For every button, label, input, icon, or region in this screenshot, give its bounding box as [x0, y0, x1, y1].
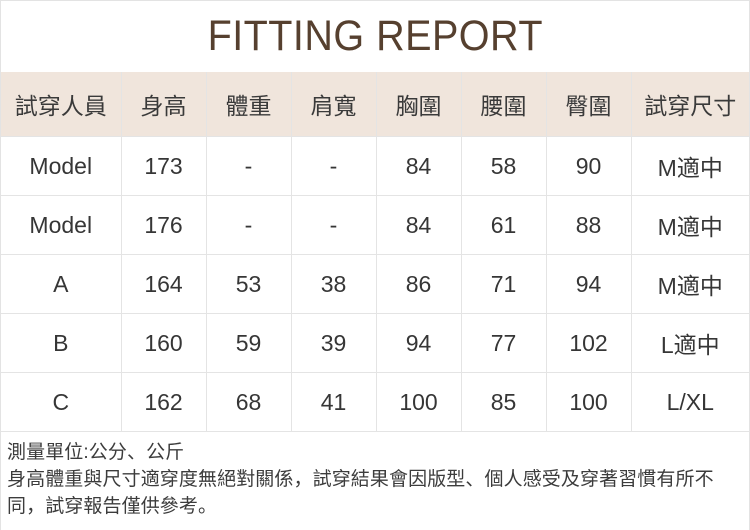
cell-waist: 58 — [461, 136, 547, 196]
cell-bust: 84 — [376, 136, 462, 196]
table-row: C 162 68 41 100 85 100 L/XL — [1, 372, 749, 432]
cell-shoulder: - — [291, 195, 377, 255]
cell-shoulder: 39 — [291, 313, 377, 373]
cell-weight: - — [206, 136, 292, 196]
column-header-size: 試穿尺寸 — [631, 72, 749, 137]
cell-hip: 88 — [546, 195, 632, 255]
footnote-units-line: 測量單位:公分、公斤 — [7, 442, 185, 463]
cell-weight: 68 — [206, 372, 292, 432]
cell-person: Model — [1, 195, 122, 255]
cell-height: 162 — [121, 372, 207, 432]
cell-height: 160 — [121, 313, 207, 373]
cell-hip: 90 — [546, 136, 632, 196]
column-header-bust: 胸圍 — [376, 72, 462, 137]
report-title-bar: FITTING REPORT — [1, 1, 749, 72]
column-header-shoulder: 肩寬 — [291, 72, 377, 137]
cell-bust: 100 — [376, 372, 462, 432]
cell-person: B — [1, 313, 122, 373]
table-row: Model 173 - - 84 58 90 M適中 — [1, 136, 749, 196]
column-header-person: 試穿人員 — [1, 72, 122, 137]
table-header: 試穿人員 身高 體重 肩寬 胸圍 腰圍 臀圍 試穿尺寸 — [1, 72, 749, 137]
column-header-hip: 臀圍 — [546, 72, 632, 137]
cell-waist: 61 — [461, 195, 547, 255]
cell-size: M適中 — [631, 254, 749, 314]
cell-size: M適中 — [631, 195, 749, 255]
footnote-disclaimer-line: 身高體重與尺寸適穿度無絕對關係，試穿結果會因版型、個人感受及穿著習慣有所不同，試… — [7, 468, 714, 517]
cell-shoulder: 41 — [291, 372, 377, 432]
cell-height: 164 — [121, 254, 207, 314]
cell-person: Model — [1, 136, 122, 196]
measurement-footnote: 測量單位:公分、公斤 身高體重與尺寸適穿度無絕對關係，試穿結果會因版型、個人感受… — [1, 432, 749, 521]
page-title: FITTING REPORT — [207, 12, 543, 60]
table-body: Model 173 - - 84 58 90 M適中 Model 176 - -… — [1, 136, 749, 432]
cell-weight: 53 — [206, 254, 292, 314]
column-header-weight: 體重 — [206, 72, 292, 137]
cell-hip: 102 — [546, 313, 632, 373]
cell-height: 176 — [121, 195, 207, 255]
cell-waist: 71 — [461, 254, 547, 314]
cell-shoulder: 38 — [291, 254, 377, 314]
cell-height: 173 — [121, 136, 207, 196]
cell-size: L適中 — [631, 313, 749, 373]
cell-person: A — [1, 254, 122, 314]
cell-person: C — [1, 372, 122, 432]
table-row: B 160 59 39 94 77 102 L適中 — [1, 313, 749, 373]
column-header-height: 身高 — [121, 72, 207, 137]
cell-bust: 84 — [376, 195, 462, 255]
column-header-waist: 腰圍 — [461, 72, 547, 137]
cell-hip: 100 — [546, 372, 632, 432]
table-row: A 164 53 38 86 71 94 M適中 — [1, 254, 749, 314]
cell-hip: 94 — [546, 254, 632, 314]
cell-size: L/XL — [631, 372, 749, 432]
cell-bust: 86 — [376, 254, 462, 314]
table-header-row: 試穿人員 身高 體重 肩寬 胸圍 腰圍 臀圍 試穿尺寸 — [1, 72, 749, 137]
cell-shoulder: - — [291, 136, 377, 196]
fitting-report-table: 試穿人員 身高 體重 肩寬 胸圍 腰圍 臀圍 試穿尺寸 Model 173 - … — [1, 72, 749, 432]
cell-weight: - — [206, 195, 292, 255]
cell-waist: 77 — [461, 313, 547, 373]
table-row: Model 176 - - 84 61 88 M適中 — [1, 195, 749, 255]
cell-bust: 94 — [376, 313, 462, 373]
cell-weight: 59 — [206, 313, 292, 373]
cell-size: M適中 — [631, 136, 749, 196]
cell-waist: 85 — [461, 372, 547, 432]
